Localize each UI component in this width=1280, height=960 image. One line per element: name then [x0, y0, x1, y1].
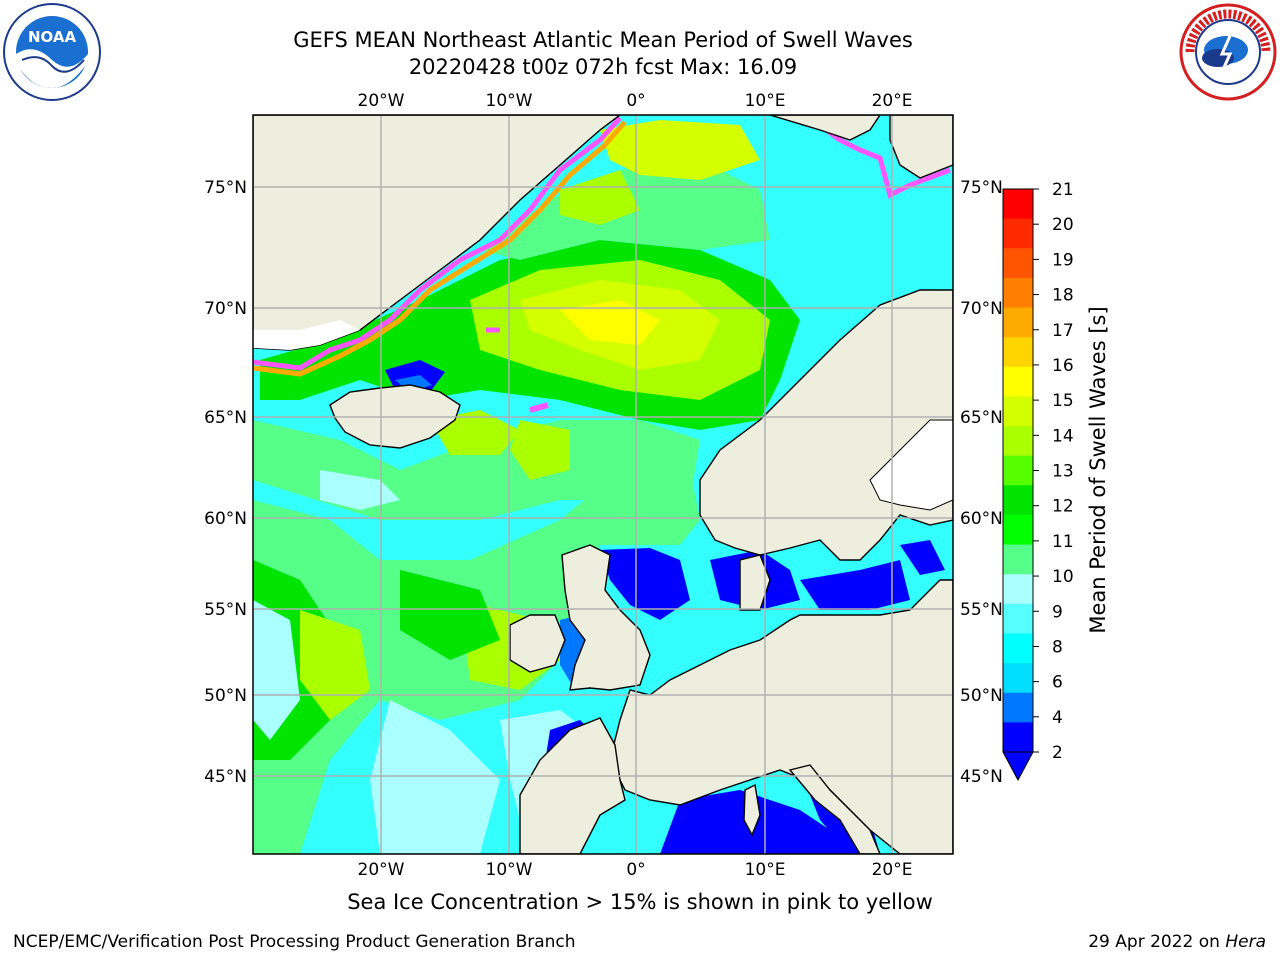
- lon-tick-bottom: 0°: [626, 860, 645, 880]
- iberia: [519, 717, 626, 854]
- sea-ice-caption: Sea Ice Concentration > 15% is shown in …: [347, 890, 933, 914]
- colorbar-segment: [1003, 366, 1033, 397]
- colorbar-tick-label: 9: [1052, 602, 1063, 622]
- lon-tick-bottom: 10°W: [486, 860, 533, 880]
- colorbar-tick-label: 16: [1052, 356, 1074, 376]
- colorbar-tick-label: 20: [1052, 215, 1074, 235]
- footer-date-text: 29 Apr 2022 on: [1088, 932, 1226, 952]
- lon-labels-bottom: 20°W 10°W 0° 10°E 20°E: [358, 860, 913, 880]
- colorbar-tick-label: 10: [1052, 567, 1074, 587]
- lon-tick-bottom: 10°E: [745, 860, 786, 880]
- corsica-sardinia: [743, 783, 761, 837]
- lon-tick-top: 20°E: [872, 91, 913, 111]
- ice-covered-land: [869, 419, 953, 511]
- colorbar-tick-label: 14: [1052, 426, 1074, 446]
- lat-tick-right: 55°N: [960, 600, 1003, 620]
- lat-labels-left: 75°N 70°N 65°N 60°N 55°N 50°N 45°N: [204, 178, 247, 787]
- lat-tick-left: 50°N: [204, 686, 247, 706]
- colorbar-segment: [1003, 544, 1033, 575]
- lon-labels-top: 20°W 10°W 0° 10°E 20°E: [358, 91, 913, 111]
- colorbar-tick-label: 13: [1052, 462, 1074, 482]
- colorbar-segment: [1003, 574, 1033, 605]
- colorbar-segment: [1003, 307, 1033, 338]
- ireland: [509, 614, 566, 673]
- national-weather-service-logo: [1179, 3, 1277, 101]
- colorbar-tick-label: 17: [1052, 321, 1074, 341]
- colorbar-segment: [1003, 455, 1033, 486]
- lon-tick-top: 10°E: [745, 91, 786, 111]
- lon-tick-bottom: 20°E: [872, 860, 913, 880]
- footer-host: Hera: [1225, 932, 1266, 952]
- colorbar-label: Mean Period of Swell Waves [s]: [1086, 306, 1110, 634]
- lon-tick-top: 20°W: [358, 91, 405, 111]
- svalbard: [769, 115, 881, 141]
- colorbar-segment: [1003, 722, 1033, 753]
- lat-tick-left: 70°N: [204, 299, 247, 319]
- graticule: [253, 115, 953, 854]
- lat-tick-right: 75°N: [960, 178, 1003, 198]
- colorbar-tick-label: 8: [1052, 637, 1063, 657]
- lon-tick-bottom: 20°W: [358, 860, 405, 880]
- colorbar-extend-arrow: [1002, 751, 1034, 782]
- colorbar-segment: [1003, 603, 1033, 634]
- lat-tick-left: 65°N: [204, 408, 247, 428]
- colorbar-segment: [1003, 218, 1033, 249]
- lat-tick-left: 45°N: [204, 767, 247, 787]
- map-area: [253, 115, 953, 854]
- noaa-logo: NOAA: [3, 3, 101, 101]
- lat-tick-left: 60°N: [204, 509, 247, 529]
- chart-title: GEFS MEAN Northeast Atlantic Mean Period…: [293, 28, 913, 52]
- colorbar-segment: [1003, 514, 1033, 546]
- colorbar-segment: [1003, 277, 1033, 309]
- noaa-logo-text: NOAA: [28, 28, 77, 46]
- colorbar: 21 20 19 18 17 16 15 14 13 12 11 10 9 8 6 4 2: [1002, 180, 1074, 782]
- lat-tick-right: 70°N: [960, 299, 1003, 319]
- lon-tick-top: 0°: [626, 91, 645, 111]
- lat-labels-right: 75°N 70°N 65°N 60°N 55°N 50°N 45°N: [960, 178, 1003, 787]
- chart-subtitle: 20220428 t00z 072h fcst Max: 16.09: [408, 55, 798, 79]
- colorbar-tick-label: 2: [1052, 743, 1063, 763]
- colorbar-tick-label: 19: [1052, 250, 1074, 270]
- sea-ice-edge: [253, 115, 951, 413]
- colorbar-segment: [1003, 248, 1033, 279]
- lat-tick-right: 50°N: [960, 686, 1003, 706]
- colorbar-tick-label: 21: [1052, 180, 1074, 200]
- colorbar-segment: [1003, 189, 1033, 220]
- footer-credit: NCEP/EMC/Verification Post Processing Pr…: [13, 932, 576, 952]
- lat-tick-left: 55°N: [204, 600, 247, 620]
- colorbar-tick-label: 6: [1052, 673, 1063, 693]
- lat-tick-right: 65°N: [960, 408, 1003, 428]
- colorbar-segment: [1003, 633, 1033, 664]
- lat-tick-right: 60°N: [960, 509, 1003, 529]
- map-frame: [252, 114, 954, 855]
- novaya-zemlya: [889, 115, 953, 179]
- colorbar-segment: [1003, 396, 1033, 427]
- colorbar-tick-label: 15: [1052, 391, 1074, 411]
- colorbar-tick-label: 12: [1052, 497, 1074, 517]
- footer-date: 29 Apr 2022 on Hera: [1088, 932, 1266, 952]
- colorbar-segment: [1003, 426, 1033, 457]
- colorbar-tick-label: 4: [1052, 708, 1063, 728]
- colorbar-segment: [1003, 485, 1033, 516]
- lon-tick-top: 10°W: [486, 91, 533, 111]
- great-britain: [561, 544, 651, 691]
- lat-tick-right: 45°N: [960, 767, 1003, 787]
- italy: [788, 764, 881, 854]
- colorbar-tick-label: 18: [1052, 286, 1074, 306]
- colorbar-segment: [1003, 337, 1033, 368]
- colorbar-segment: [1003, 692, 1033, 723]
- colorbar-tick-label: 11: [1052, 532, 1074, 552]
- colorbar-segment: [1003, 663, 1033, 694]
- ice-region-greenland: [253, 320, 360, 350]
- lat-tick-left: 75°N: [204, 178, 247, 198]
- swell-period-field: [253, 120, 945, 854]
